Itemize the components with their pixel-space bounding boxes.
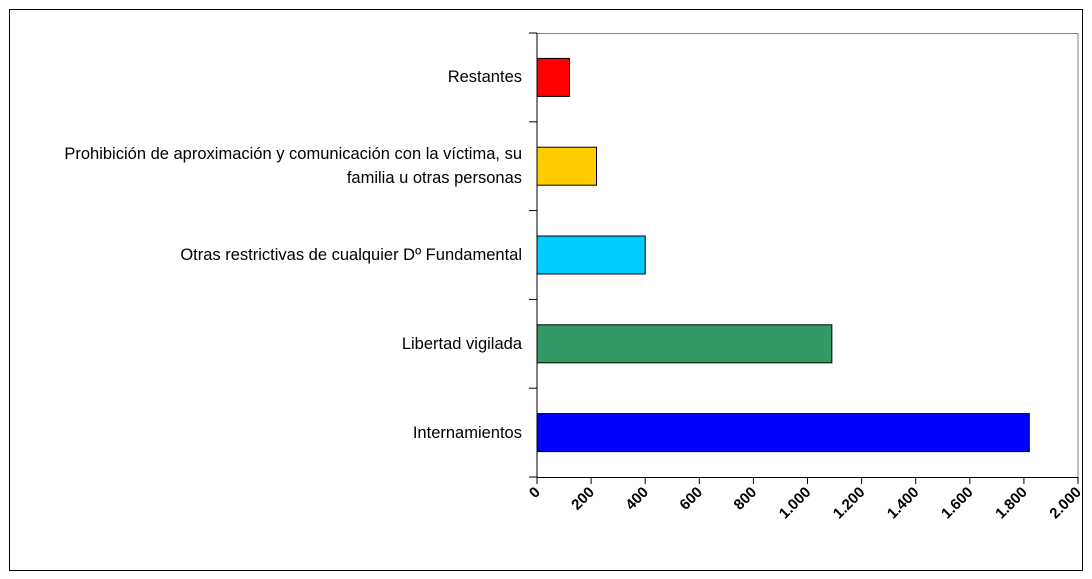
bar: [536, 235, 646, 275]
bar: [536, 324, 833, 364]
bar: [536, 146, 598, 186]
x-tick-label: 1.400: [884, 484, 923, 523]
x-tick-label: 0: [526, 484, 544, 502]
x-tick-label: 1.200: [830, 484, 869, 523]
bar: [536, 413, 1030, 453]
x-tick-label: 400: [622, 484, 652, 514]
category-label: Otras restrictivas de cualquier Dº Funda…: [180, 246, 522, 264]
x-tick-label: 1.000: [776, 484, 815, 523]
x-tick-label: 800: [731, 484, 761, 514]
category-label: Restantes: [447, 68, 522, 87]
x-tick-label: 1.800: [992, 484, 1031, 523]
category-label: Libertad vigilada: [401, 334, 522, 353]
x-tick-label: 2.000: [1046, 484, 1085, 523]
category-label: Internamientos: [412, 423, 522, 442]
category-label: Prohibición de aproximación y comunicaci…: [64, 145, 522, 188]
x-tick-label: 1.600: [938, 484, 977, 523]
bar: [536, 57, 570, 97]
x-tick-label: 200: [568, 484, 598, 514]
chart-border: [9, 9, 1083, 571]
x-tick-label: 600: [676, 484, 706, 514]
